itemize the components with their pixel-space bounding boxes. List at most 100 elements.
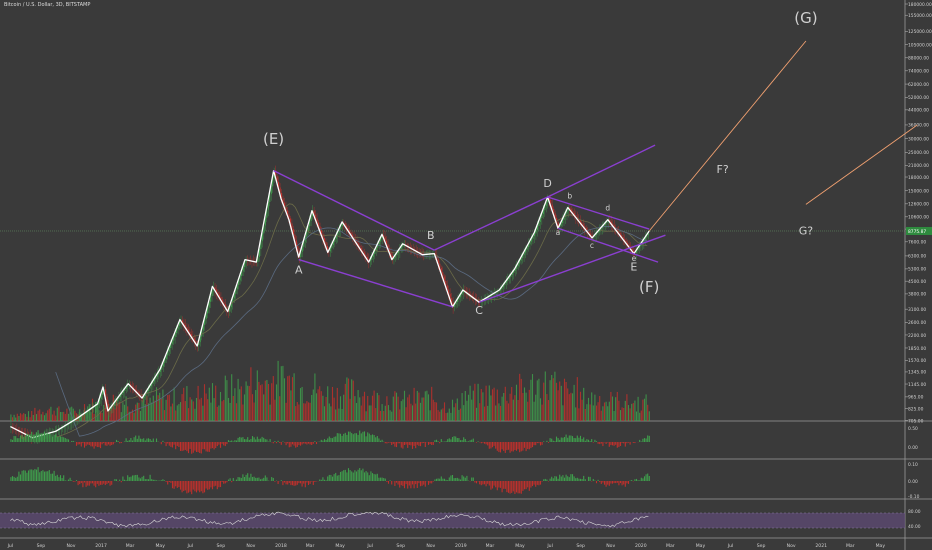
volume-bar — [42, 411, 44, 421]
oscillator-2-bar — [232, 478, 234, 481]
oscillator-2-bar — [239, 477, 241, 481]
candle-body — [516, 266, 518, 269]
oscillator-2-bar — [11, 476, 14, 481]
x-tick-label: Sep — [576, 543, 585, 549]
candle-body — [96, 404, 98, 406]
volume-bar — [371, 395, 374, 421]
x-tick-label: Jul — [366, 543, 373, 549]
volume-bar — [616, 391, 618, 421]
candle-body — [365, 254, 367, 257]
oscillator-1-bar — [287, 442, 289, 444]
volume-bar — [471, 399, 473, 421]
candle-body — [378, 241, 380, 245]
candle-body — [276, 176, 278, 182]
candle-body — [181, 320, 184, 323]
volume-bar — [501, 396, 503, 421]
candle-body — [560, 223, 562, 227]
oscillator-2-bar — [379, 477, 382, 481]
volume-bar — [648, 411, 650, 421]
oscillator-2-bar — [506, 481, 508, 493]
candle-body — [356, 241, 358, 244]
oscillator-2-bar — [90, 481, 92, 484]
oscillator-2-bar — [472, 477, 474, 481]
volume-bar — [170, 406, 172, 421]
oscillator-1-bar — [517, 442, 519, 450]
oscillator-2-bar — [135, 474, 137, 481]
candle-body — [538, 221, 540, 226]
candle-body — [510, 275, 512, 278]
volume-bar — [122, 402, 124, 421]
x-tick-label: Nov — [606, 543, 615, 549]
candle-body — [647, 233, 649, 236]
oscillator-2-bar — [499, 481, 502, 488]
channel-line — [547, 144, 656, 198]
oscillator-1-bar — [229, 440, 231, 442]
oscillator-1-bar — [555, 436, 558, 442]
candle-body — [455, 302, 457, 305]
candle-body — [553, 208, 555, 214]
channel-line — [547, 196, 650, 230]
oscillator-2-bar — [373, 474, 375, 481]
oscillator-2-bar — [162, 479, 164, 481]
candle-body — [332, 241, 334, 246]
volume-bar — [277, 360, 279, 421]
candle-body — [495, 292, 497, 294]
volume-bar — [539, 398, 542, 421]
oscillator-1-bar — [67, 439, 70, 442]
volume-bar — [341, 408, 343, 421]
volume-bar — [315, 393, 318, 421]
candle-body — [524, 249, 527, 253]
candle-body — [350, 232, 352, 235]
oscillator-1-bar — [645, 438, 647, 442]
volume-bar — [274, 399, 276, 421]
oscillator-1-bar — [13, 436, 15, 442]
oscillator-1-bar — [554, 441, 556, 442]
oscillator-1-bar — [533, 442, 535, 446]
oscillator-1-bar — [165, 442, 167, 447]
volume-bar — [547, 400, 550, 421]
candle-body — [205, 313, 207, 320]
y-tick-label: 30000.00 — [908, 136, 929, 142]
candle-body — [239, 275, 241, 281]
volume-bar — [215, 385, 217, 421]
candle-body — [477, 300, 479, 302]
oscillator-1-bar — [359, 430, 361, 442]
oscillator-1-bar — [253, 437, 255, 442]
oscillator-1-bar — [237, 437, 239, 442]
oscillator-2-bar — [322, 477, 324, 481]
volume-bar — [323, 406, 326, 421]
volume-bar — [578, 408, 580, 421]
oscillator-2-bar — [381, 477, 383, 481]
wave-label: (F) — [639, 278, 659, 296]
oscillator-1-bar — [266, 439, 268, 442]
oscillator-1-bar — [434, 440, 436, 442]
oscillator-2-bar — [59, 475, 62, 481]
oscillator-2-bar — [515, 481, 518, 493]
oscillator-2-bar — [187, 481, 190, 493]
candle-body — [600, 228, 602, 230]
oscillator-2-bar — [333, 474, 335, 481]
candle-body — [609, 219, 611, 222]
oscillator-1-bar — [56, 436, 58, 442]
oscillator-1-bar — [143, 438, 145, 442]
volume-bar — [431, 386, 433, 421]
volume-bar — [112, 394, 114, 421]
oscillator-1-bar — [471, 439, 473, 442]
candle-body — [270, 186, 272, 195]
volume-bar — [10, 414, 12, 421]
candle-body — [118, 396, 120, 399]
oscillator-2-bar — [402, 481, 404, 486]
oscillator-1-bar — [264, 439, 266, 442]
oscillator-2-bar — [285, 481, 287, 485]
candle-body — [88, 410, 90, 412]
volume-bar — [250, 367, 252, 421]
volume-bar — [223, 399, 225, 421]
oscillator-1-bar — [515, 442, 518, 451]
volume-bar — [397, 396, 399, 421]
volume-bar — [611, 396, 614, 421]
oscillator-2-bar — [415, 481, 417, 485]
oscillator-1-bar — [466, 441, 468, 442]
candle-body — [643, 239, 645, 242]
oscillator-2-bar — [216, 481, 218, 490]
